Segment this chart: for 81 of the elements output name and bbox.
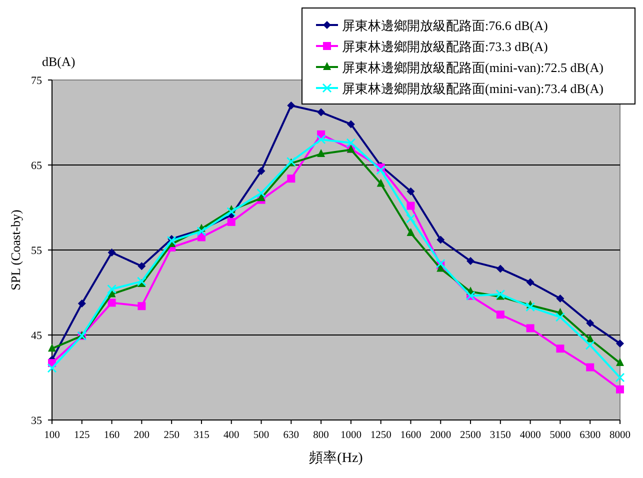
legend-label: 屏東林邊鄉開放級配路面(mini-van):72.5 dB(A) bbox=[342, 60, 604, 75]
point bbox=[317, 148, 326, 157]
y-axis-title: SPL (Coast-by) bbox=[8, 210, 23, 290]
point bbox=[496, 289, 506, 299]
point bbox=[47, 363, 57, 373]
x-tick-label: 1600 bbox=[400, 430, 422, 441]
x-tick-label: 6300 bbox=[580, 430, 601, 441]
y-tick-label: 75 bbox=[31, 75, 42, 87]
x-tick-label: 8000 bbox=[610, 430, 630, 441]
point bbox=[78, 300, 86, 308]
point bbox=[166, 236, 176, 246]
point bbox=[138, 302, 146, 310]
y-tick-label: 65 bbox=[31, 160, 42, 172]
point bbox=[136, 276, 146, 286]
point bbox=[316, 134, 326, 144]
point bbox=[226, 207, 236, 216]
point bbox=[138, 262, 146, 270]
x-tick-label: 2500 bbox=[460, 430, 482, 441]
point bbox=[586, 363, 594, 372]
x-tick-label: 250 bbox=[164, 430, 180, 441]
point bbox=[287, 174, 296, 183]
point bbox=[615, 372, 625, 382]
x-tick-label: 1250 bbox=[370, 430, 392, 441]
point bbox=[376, 165, 386, 175]
point bbox=[436, 258, 446, 268]
point bbox=[556, 344, 564, 353]
point bbox=[526, 302, 536, 312]
point bbox=[406, 214, 416, 224]
x-tick-label: 160 bbox=[104, 430, 120, 441]
point bbox=[227, 218, 236, 226]
x-tick-label: 630 bbox=[283, 430, 300, 441]
point bbox=[376, 178, 385, 187]
point bbox=[317, 108, 326, 116]
x-tick-label: 1000 bbox=[340, 430, 362, 441]
point bbox=[257, 193, 266, 202]
point bbox=[496, 264, 504, 273]
x-tick-label: 100 bbox=[44, 430, 60, 441]
legend-label: 屏東林邊鄉開放級配路面:73.3 dB(A) bbox=[342, 39, 548, 54]
point bbox=[406, 202, 415, 210]
x-tick-label: 5000 bbox=[550, 430, 571, 441]
point bbox=[616, 340, 624, 348]
point bbox=[586, 319, 594, 328]
point bbox=[616, 358, 624, 366]
x-tick-label: 2000 bbox=[430, 430, 452, 441]
point bbox=[108, 248, 116, 257]
point bbox=[556, 294, 564, 302]
x-tick-label: 4000 bbox=[520, 430, 541, 441]
point bbox=[48, 344, 56, 352]
point bbox=[526, 278, 534, 286]
x-tick-label: 400 bbox=[223, 430, 240, 441]
y-tick-label: 55 bbox=[31, 245, 42, 257]
point bbox=[436, 264, 445, 272]
point bbox=[107, 284, 117, 294]
point bbox=[257, 166, 266, 175]
point bbox=[466, 257, 475, 266]
point bbox=[256, 188, 266, 198]
point bbox=[406, 187, 415, 196]
x-axis-title: 頻率(Hz) bbox=[309, 450, 364, 466]
x-tick-label: 500 bbox=[253, 430, 270, 441]
point bbox=[346, 120, 355, 128]
point bbox=[108, 298, 116, 307]
point bbox=[555, 312, 565, 322]
x-tick-label: 800 bbox=[313, 430, 329, 441]
legend-label: 屏東林邊鄉開放級配路面:76.6 dB(A) bbox=[342, 18, 548, 33]
x-tick-label: 315 bbox=[194, 430, 210, 441]
point bbox=[346, 138, 356, 148]
y-tick-label: 45 bbox=[31, 330, 42, 342]
point bbox=[496, 310, 504, 319]
x-tick-label: 200 bbox=[134, 430, 150, 441]
point bbox=[616, 385, 624, 394]
y-tick-label: 35 bbox=[31, 415, 42, 427]
text: dB(A) bbox=[42, 54, 76, 69]
point bbox=[196, 226, 206, 236]
x-tick-label: 125 bbox=[74, 430, 90, 441]
point bbox=[585, 340, 595, 350]
point bbox=[406, 228, 415, 236]
legend-label: 屏東林邊鄉開放級配路面(mini-van):73.4 dB(A) bbox=[342, 81, 604, 96]
x-tick-label: 3150 bbox=[490, 430, 511, 441]
point bbox=[436, 236, 445, 244]
point bbox=[287, 102, 296, 110]
point bbox=[526, 324, 534, 332]
